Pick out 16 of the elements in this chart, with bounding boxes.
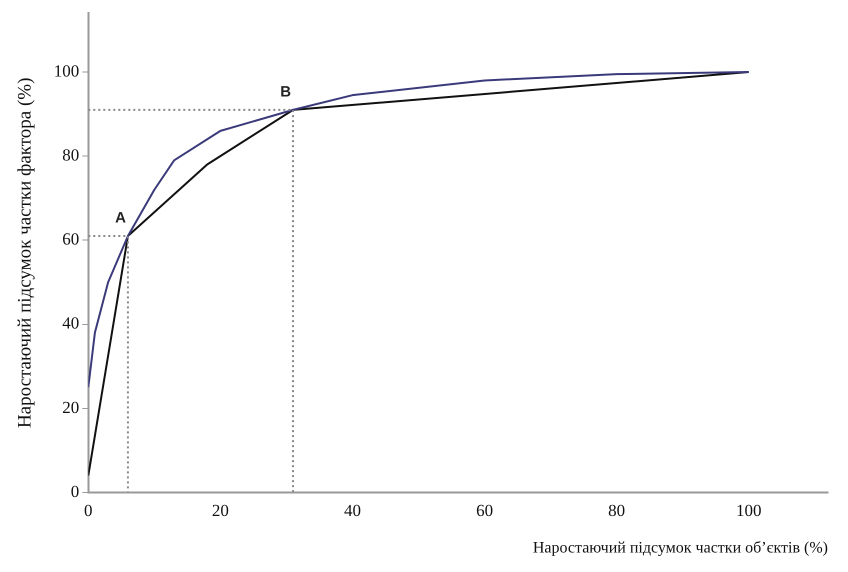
x-tick-label: 60 (476, 501, 494, 520)
x-tick-label: 40 (344, 501, 361, 520)
x-tick-label: 80 (608, 501, 626, 520)
y-tick-label: 20 (62, 398, 80, 417)
y-tick-label: 40 (62, 314, 80, 333)
x-tick-label: 20 (212, 501, 229, 520)
y-tick-label: 60 (62, 230, 80, 249)
y-tick-label: 80 (62, 146, 80, 165)
annotation: A (115, 210, 126, 227)
x-tick-label: 100 (736, 501, 762, 520)
x-tick-label: 0 (84, 501, 93, 520)
annotation: B (280, 84, 292, 101)
y-axis-title: Наростаючий підсумок частки фактора (%) (14, 78, 36, 428)
x-axis-title: Наростаючий підсумок частки об’єктів (%) (532, 540, 828, 557)
y-tick-label: 100 (54, 62, 80, 81)
y-tick-label: 0 (70, 482, 80, 501)
